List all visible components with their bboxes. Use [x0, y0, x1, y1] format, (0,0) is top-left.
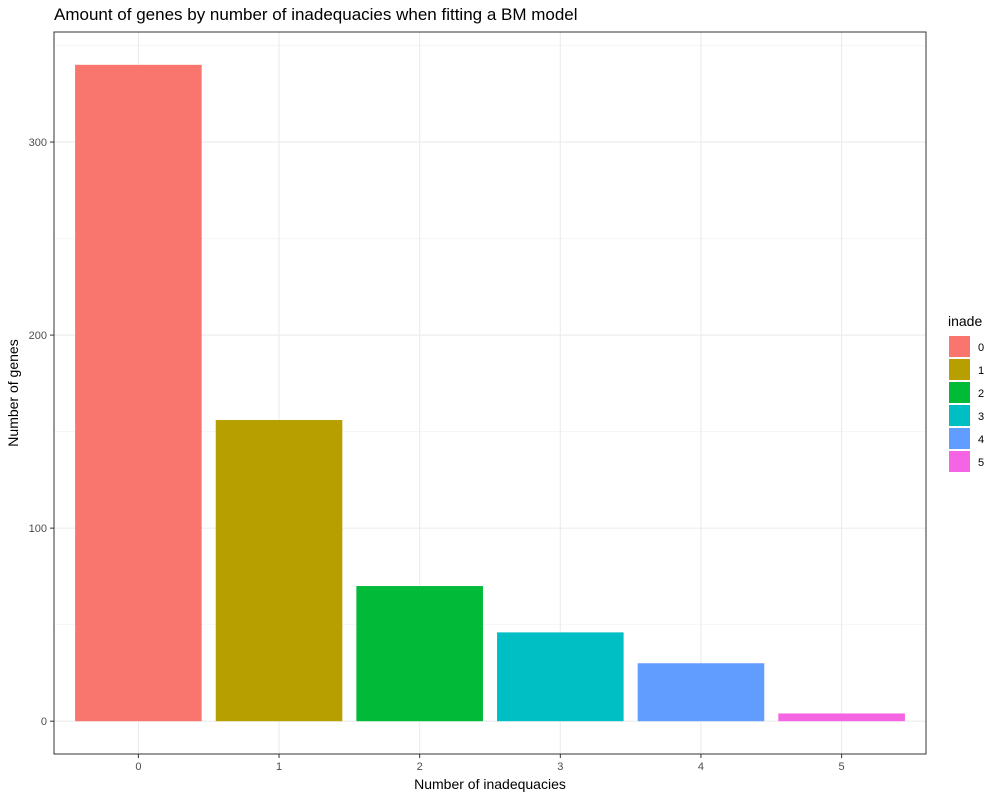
legend-label: 1	[978, 365, 984, 377]
x-tick-label: 4	[698, 761, 704, 773]
y-tick-label: 100	[29, 523, 47, 535]
bars	[75, 64, 905, 722]
y-axis: 0 100 200 300	[29, 137, 54, 728]
bar-4	[637, 663, 765, 722]
legend-key-0	[949, 336, 970, 357]
y-tick-label: 300	[29, 137, 47, 149]
x-axis-title: Number of inadequacies	[414, 776, 566, 792]
legend-key-1	[949, 359, 970, 380]
legend-label: 4	[978, 434, 984, 446]
chart-title: Amount of genes by number of inadequacie…	[54, 5, 578, 24]
legend-label: 2	[978, 388, 984, 400]
x-tick-label: 5	[839, 761, 845, 773]
x-tick-label: 2	[417, 761, 423, 773]
bar-0	[75, 64, 202, 722]
legend: inade 0 1 2 3 4 5	[948, 313, 984, 472]
legend-title: inade	[948, 313, 982, 329]
legend-key-3	[949, 405, 970, 426]
legend-label: 0	[978, 342, 984, 354]
legend-label: 3	[978, 411, 984, 423]
bar-5	[778, 713, 905, 722]
plot-border	[53, 31, 927, 755]
legend-key-2	[949, 382, 970, 403]
x-tick-label: 3	[557, 761, 563, 773]
y-tick-label: 0	[41, 716, 47, 728]
y-tick-label: 200	[29, 330, 47, 342]
x-axis: 0 1 2 3 4 5	[135, 754, 845, 773]
bar-2	[356, 586, 483, 722]
x-tick-label: 1	[276, 761, 282, 773]
legend-label: 5	[978, 457, 984, 469]
legend-key-4	[949, 428, 970, 449]
bar-1	[215, 420, 343, 722]
legend-key-5	[949, 451, 970, 472]
y-axis-title: Number of genes	[5, 339, 21, 446]
bar-3	[497, 632, 624, 722]
x-tick-label: 0	[135, 761, 141, 773]
